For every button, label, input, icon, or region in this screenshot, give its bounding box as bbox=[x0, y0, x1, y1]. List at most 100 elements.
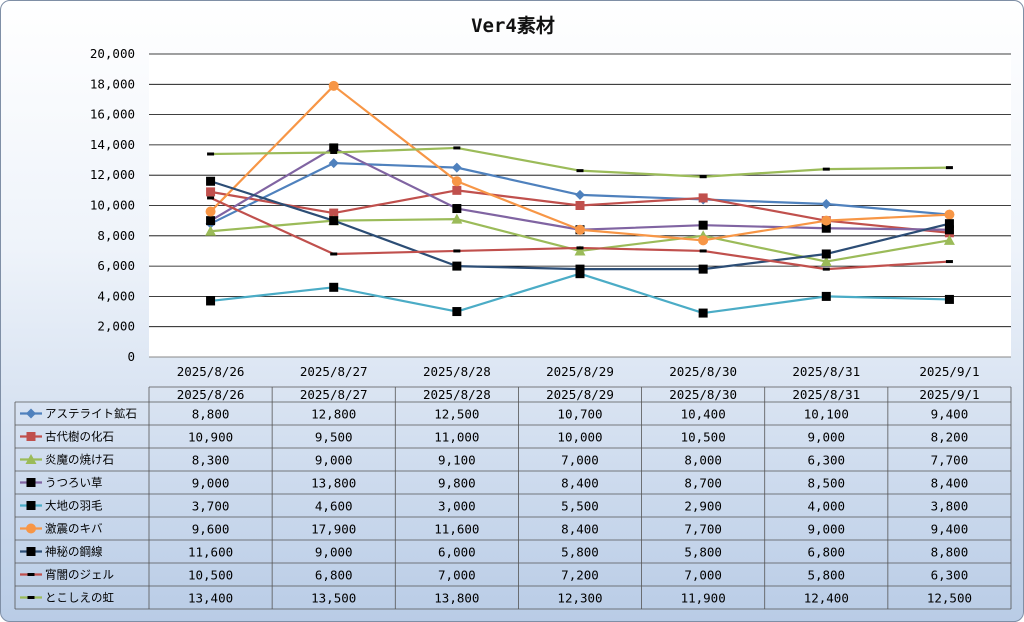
table-value-cell: 10,500 bbox=[188, 568, 233, 583]
table-value-cell: 7,700 bbox=[931, 453, 969, 468]
y-tick-label: 12,000 bbox=[90, 167, 135, 182]
table-value-cell: 10,100 bbox=[804, 407, 849, 422]
table-value-cell: 6,000 bbox=[438, 545, 476, 560]
table-header-cell: 2025/8/31 bbox=[792, 387, 860, 402]
data-point bbox=[575, 189, 585, 200]
data-point bbox=[698, 308, 708, 318]
data-point bbox=[576, 246, 584, 250]
table-value-cell: 9,800 bbox=[438, 476, 476, 491]
data-point bbox=[207, 196, 215, 200]
x-axis-ticks: 2025/8/26 2025/8/27 2025/8/28 2025/8/29 2025… bbox=[177, 364, 980, 379]
table-value-cell: 9,500 bbox=[315, 430, 353, 445]
data-point bbox=[328, 158, 339, 169]
y-tick-label: 18,000 bbox=[90, 76, 135, 91]
data-point bbox=[329, 216, 339, 226]
data-point bbox=[26, 478, 36, 487]
table-row: 炎魔の焼け石 8,300 9,000 9,100 7,000 8,000 6,300 7,70… bbox=[20, 453, 968, 468]
y-tick-label: 14,000 bbox=[90, 137, 135, 152]
data-point bbox=[820, 256, 832, 267]
data-point bbox=[206, 296, 216, 306]
table-row: 大地の羽毛 3,700 4,600 3,000 5,500 2,900 4,000 3,800 bbox=[20, 499, 968, 514]
table-value-cell: 9,000 bbox=[807, 522, 845, 537]
table-value-cell: 8,000 bbox=[684, 453, 722, 468]
table-value-cell: 10,400 bbox=[681, 407, 726, 422]
y-tick-label: 20,000 bbox=[90, 46, 135, 61]
y-tick-label: 0 bbox=[127, 349, 135, 364]
data-point bbox=[205, 225, 217, 236]
table-value-cell: 9,400 bbox=[931, 522, 969, 537]
data-point bbox=[698, 235, 709, 246]
series-group bbox=[206, 176, 954, 274]
table-value-cell: 13,800 bbox=[311, 476, 356, 491]
data-point bbox=[945, 260, 953, 264]
data-point bbox=[699, 249, 707, 253]
data-point bbox=[821, 223, 831, 233]
table-value-cell: 3,000 bbox=[438, 499, 476, 514]
table-value-cell: 11,600 bbox=[434, 522, 479, 537]
table-value-cell: 9,000 bbox=[807, 430, 845, 445]
table-header-cell: 2025/9/1 bbox=[919, 387, 979, 402]
table-row: とこしえの虹 13,400 13,500 13,800 12,300 11,900 12,4… bbox=[20, 591, 972, 606]
data-point bbox=[822, 167, 830, 171]
table-value-cell: 8,800 bbox=[192, 407, 230, 422]
table-header-cell: 2025/8/30 bbox=[669, 387, 737, 402]
table-value-cell: 11,600 bbox=[188, 545, 233, 560]
table-value-cell: 12,400 bbox=[804, 591, 849, 606]
gridlines bbox=[149, 53, 1011, 358]
data-point bbox=[451, 213, 463, 224]
y-tick-label: 10,000 bbox=[90, 198, 135, 213]
data-point bbox=[575, 201, 585, 210]
series-group bbox=[207, 196, 953, 271]
table-value-cell: 3,800 bbox=[931, 499, 969, 514]
x-tick-label: 2025/8/28 bbox=[423, 364, 491, 379]
data-point bbox=[206, 176, 216, 186]
data-point bbox=[451, 176, 462, 187]
data-table: 2025/8/26 2025/8/27 2025/8/28 2025/8/29 2025… bbox=[14, 386, 1012, 610]
table-value-cell: 11,000 bbox=[434, 430, 479, 445]
data-point bbox=[26, 523, 36, 534]
table-value-cell: 7,700 bbox=[684, 522, 722, 537]
x-tick-label: 2025/8/27 bbox=[300, 364, 368, 379]
data-point bbox=[943, 234, 955, 245]
data-point bbox=[944, 294, 954, 304]
series-name: とこしえの虹 bbox=[45, 591, 114, 605]
data-point bbox=[27, 573, 35, 576]
table-value-cell: 8,700 bbox=[684, 476, 722, 491]
data-point bbox=[330, 150, 338, 154]
table-value-cell: 10,700 bbox=[557, 407, 602, 422]
table-value-cell: 12,800 bbox=[311, 407, 356, 422]
data-point bbox=[575, 269, 585, 279]
data-point bbox=[329, 282, 339, 292]
table-value-cell: 13,400 bbox=[188, 591, 233, 606]
data-point bbox=[698, 220, 708, 230]
data-point bbox=[206, 216, 216, 226]
y-axis-ticks: 0 2,000 4,000 6,000 8,000 10,000 12,000 14,000 1… bbox=[90, 46, 135, 364]
x-tick-label: 2025/8/30 bbox=[669, 364, 737, 379]
chart-title: Ver4素材 bbox=[471, 14, 555, 37]
table-value-cell: 5,800 bbox=[807, 568, 845, 583]
table-value-cell: 8,400 bbox=[561, 476, 599, 491]
x-tick-label: 2025/8/31 bbox=[792, 364, 860, 379]
table-row: うつろい草 9,000 13,800 9,800 8,400 8,700 8,500 8,40… bbox=[20, 476, 968, 491]
table-value-cell: 7,200 bbox=[561, 568, 599, 583]
table-value-cell: 13,800 bbox=[434, 591, 479, 606]
table-value-cell: 10,500 bbox=[681, 430, 726, 445]
table-value-cell: 6,800 bbox=[807, 545, 845, 560]
data-point bbox=[944, 209, 955, 220]
data-point bbox=[452, 261, 462, 271]
series-name: 古代樹の化石 bbox=[45, 430, 114, 444]
table-row: アステライト鉱石 8,800 12,800 12,500 10,700 10,400 10,… bbox=[20, 407, 968, 422]
y-tick-label: 6,000 bbox=[97, 258, 135, 273]
series-name: 神秘の鋼線 bbox=[45, 545, 103, 559]
data-point bbox=[330, 252, 338, 256]
data-point bbox=[822, 267, 830, 271]
y-tick-label: 4,000 bbox=[97, 288, 135, 303]
data-point bbox=[205, 206, 216, 217]
table-value-cell: 4,600 bbox=[315, 499, 353, 514]
data-point bbox=[27, 596, 35, 599]
table-value-cell: 8,800 bbox=[931, 545, 969, 560]
table-header-cell: 2025/8/28 bbox=[423, 387, 491, 402]
x-tick-label: 2025/9/1 bbox=[919, 364, 979, 379]
data-point bbox=[576, 169, 584, 173]
